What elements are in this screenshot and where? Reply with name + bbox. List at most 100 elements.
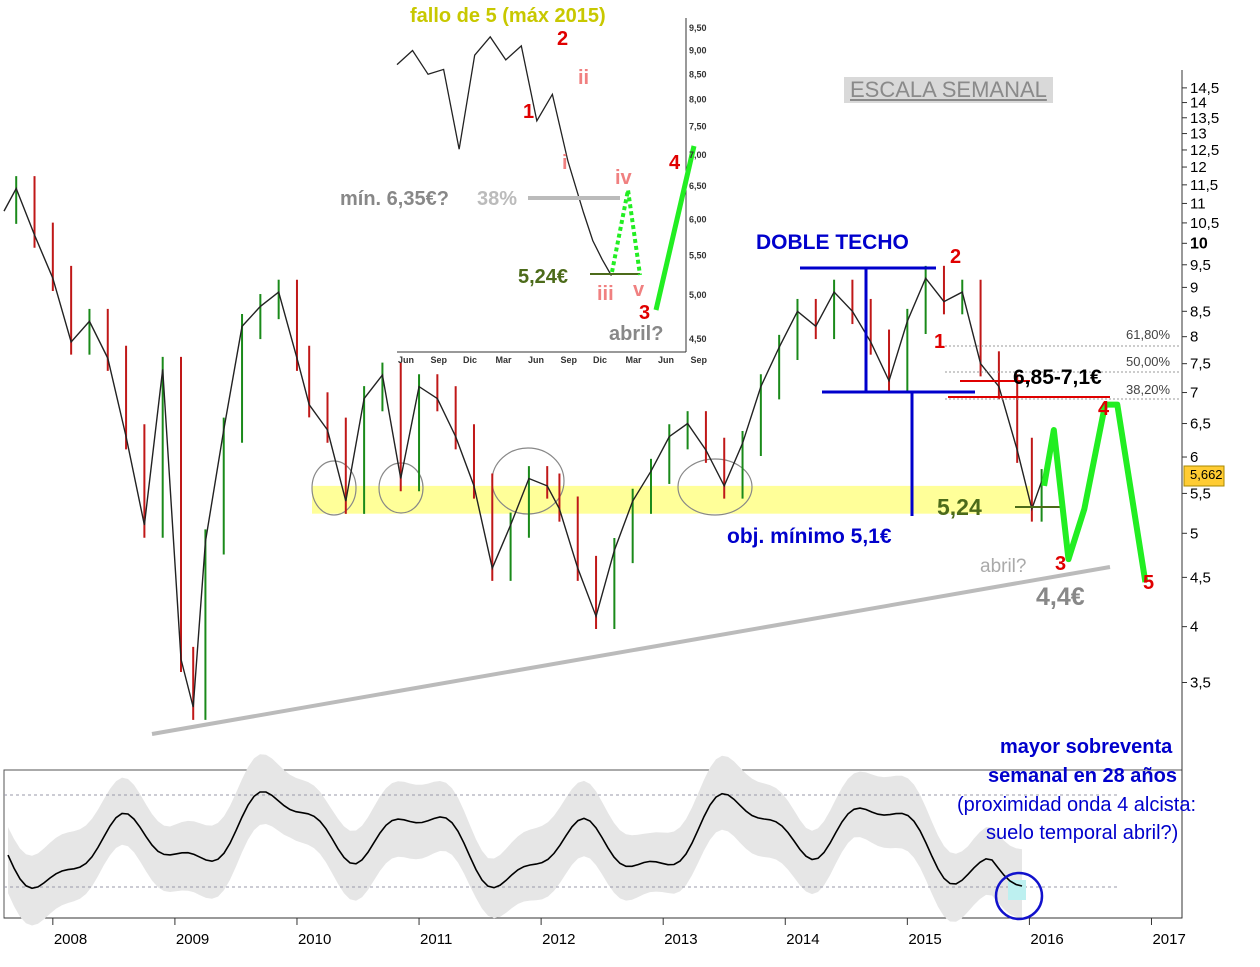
price-series-line <box>3 186 1043 708</box>
oversold-title-2: semanal en 28 años <box>988 765 1177 787</box>
y-tick-label: 9,5 <box>1190 257 1211 274</box>
inset-sub-i-label: i <box>562 152 568 174</box>
oversold-highlight <box>1008 880 1026 900</box>
inset-april-label: abril? <box>609 323 664 345</box>
target-min-label: obj. mínimo 5,1€ <box>727 525 892 548</box>
inset-sub-v-label: v <box>633 279 645 301</box>
inset-wave-4-label: 4 <box>669 152 681 174</box>
inset-x-ticks: Jun Sep Dic Mar Jun Sep Dic Mar Jun Sep <box>398 355 708 365</box>
wave-5-label: 5 <box>1143 572 1155 594</box>
support-value-label: 5,24 <box>937 494 982 520</box>
x-tick-label: 2016 <box>1030 931 1063 948</box>
y-tick-label: 14 <box>1190 95 1207 112</box>
inset-y-tick-label: 6,50 <box>689 181 707 191</box>
inset-y-tick-label: 9,00 <box>689 46 707 56</box>
y-tick-label: 11 <box>1190 195 1206 212</box>
x-tick-label: 2015 <box>908 931 941 948</box>
fib-382-label: 38,20% <box>1126 382 1171 397</box>
support-zone-band <box>312 485 1030 514</box>
y-tick-label: 8,5 <box>1190 303 1211 320</box>
x-tick-label: 2008 <box>54 931 87 948</box>
y-tick-label: 5 <box>1190 525 1198 542</box>
y-tick-label: 8 <box>1190 329 1198 346</box>
inset-x-tick-label: Jun <box>398 355 414 365</box>
inset-x-tick-label: Jun <box>528 355 544 365</box>
chart-title: ESCALA SEMANAL <box>844 77 1053 103</box>
oscillator-envelope <box>8 754 1022 926</box>
april-label: abril? <box>980 556 1027 577</box>
y-tick-label: 10 <box>1190 235 1208 252</box>
x-tick-label: 2012 <box>542 931 575 948</box>
y-tick-label: 7,5 <box>1190 356 1211 373</box>
y-tick-label: 4,5 <box>1190 569 1211 586</box>
double-top-label: DOBLE TECHO <box>756 231 909 254</box>
inset-y-tick-label: 5,00 <box>689 290 707 300</box>
inset-projection-dotted <box>610 189 642 276</box>
y-tick-label: 12 <box>1190 159 1207 176</box>
inset-sub-ii-label: ii <box>578 67 590 89</box>
inset-x-tick-label: Jun <box>658 355 674 365</box>
inset-projection-wave4 <box>653 145 697 311</box>
y-tick-label: 5,5 <box>1190 485 1211 502</box>
inset-low-label: 5,24€ <box>518 266 569 288</box>
resistance-label: 6,85-7,1€ <box>1013 366 1102 389</box>
inset-x-tick-label: Sep <box>561 355 578 365</box>
inset-x-tick-label: Dic <box>463 355 477 365</box>
inset-x-tick-label: Mar <box>626 355 643 365</box>
support-touch-circle <box>677 458 753 516</box>
inset-x-tick-label: Sep <box>431 355 448 365</box>
inset-y-tick-label: 7,50 <box>689 121 707 131</box>
projected-wave-path <box>1041 401 1149 583</box>
inset-y-tick-label: 4,50 <box>689 334 707 344</box>
inset-x-tick-label: Dic <box>593 355 607 365</box>
fib-618-label: 61,80% <box>1126 327 1171 342</box>
inset-wave-1-label: 1 <box>523 101 535 123</box>
inset-sub-iv-label: iv <box>615 167 632 189</box>
inset-y-tick-label: 9,50 <box>689 23 707 33</box>
x-tick-label: 2014 <box>786 931 819 948</box>
inset-wave-3-label: 3 <box>639 302 651 324</box>
x-tick-label: 2017 <box>1152 931 1185 948</box>
y-tick-label: 13 <box>1190 126 1207 143</box>
inset-y-tick-label: 8,00 <box>689 95 707 105</box>
inset-chart: 9,50 9,00 8,50 8,00 7,50 7,00 6,50 6,00 5,50 5,00… <box>396 18 708 365</box>
x-tick-label: 2011 <box>420 931 452 948</box>
wave-1-label: 1 <box>934 331 946 353</box>
fib-50-label: 50,00% <box>1126 354 1171 369</box>
inset-title: fallo de 5 (máx 2015) <box>410 5 606 27</box>
y-tick-label: 9 <box>1190 279 1198 296</box>
last-price-box <box>1183 465 1225 487</box>
y-tick-label: 12,5 <box>1190 142 1219 159</box>
y-tick-label: 4 <box>1190 619 1198 636</box>
x-axis-ticks: 2008 2009 2010 2011 2012 2013 2014 2015 2016 2017 <box>52 918 1186 948</box>
y-tick-label: 10,5 <box>1190 215 1219 232</box>
inset-price-line <box>396 35 612 276</box>
oversold-note-2: suelo temporal abril?) <box>986 822 1179 844</box>
inset-y-tick-label: 7,00 <box>689 150 707 160</box>
wave-3-label: 3 <box>1055 553 1067 575</box>
target-low-label: 4,4€ <box>1036 583 1085 611</box>
oscillator-line <box>7 791 1023 890</box>
y-tick-label: 3,5 <box>1190 675 1211 692</box>
wave-2-label: 2 <box>950 246 962 268</box>
inset-min-label: mín. 6,35€? <box>340 188 449 210</box>
inset-y-tick-label: 6,00 <box>689 214 707 224</box>
x-tick-label: 2010 <box>298 931 331 948</box>
last-price-label: 5,662 <box>1190 467 1223 482</box>
y-tick-label: 13,5 <box>1190 110 1219 127</box>
inset-y-tick-label: 8,50 <box>689 69 707 79</box>
y-tick-label: 11,5 <box>1190 177 1218 194</box>
inset-y-ticks: 9,50 9,00 8,50 8,00 7,50 7,00 6,50 6,00 5,50 5,00… <box>689 23 707 344</box>
oversold-note-1: (proximidad onda 4 alcista: <box>957 794 1197 816</box>
y-tick-label: 6 <box>1190 449 1198 466</box>
y-tick-label: 7 <box>1190 385 1198 402</box>
y-tick-label: 6,5 <box>1190 416 1211 433</box>
wave-4-label: 4 <box>1098 398 1110 420</box>
inset-sub-iii-label: iii <box>597 283 614 305</box>
inset-x-tick-label: Sep <box>691 355 708 365</box>
inset-y-tick-label: 5,50 <box>689 250 707 260</box>
oversold-circle <box>994 871 1044 921</box>
inset-wave-2-label: 2 <box>557 28 569 50</box>
